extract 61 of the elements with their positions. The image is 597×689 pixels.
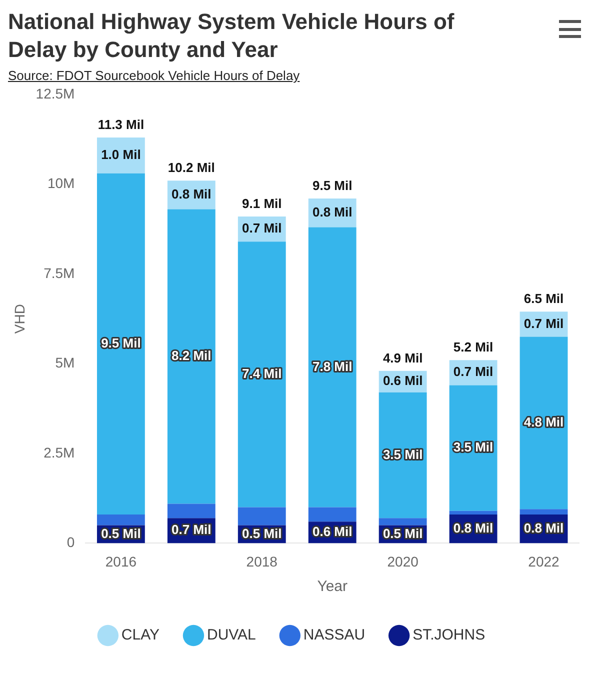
data-label: 0.6 Mil: [382, 373, 423, 388]
bar: [96, 173, 145, 514]
chart-title: National Highway System Vehicle Hours of Delay by County and Year: [8, 8, 456, 64]
bar: [308, 507, 356, 522]
total-label: 9.1 Mil: [242, 196, 282, 212]
x-tick-label: 2022: [528, 553, 560, 570]
data-label: 0.5 Mil: [242, 526, 282, 541]
data-label: 7.8 Mil: [312, 358, 352, 374]
data-label: 0.8 Mil: [312, 204, 352, 220]
data-label: 0.5 Mil: [101, 526, 141, 541]
total-label: 6.5 Mil: [524, 291, 564, 306]
data-label: 0.8 Mil: [524, 520, 564, 536]
bar: [96, 137, 145, 174]
total-label: 10.2 Mil: [168, 160, 215, 176]
bar: [96, 514, 145, 526]
total-label: 4.9 Mil: [382, 350, 423, 366]
legend-label: DUVAL: [206, 626, 256, 644]
y-tick-label: 7.5M: [44, 264, 75, 281]
total-label: 5.2 Mil: [453, 340, 494, 355]
legend-label: ST.JOHNS: [412, 626, 486, 644]
x-tick-label: 2020: [387, 553, 419, 570]
data-label: 0.7 Mil: [524, 316, 564, 331]
y-axis-title: VHD: [11, 304, 28, 334]
data-label: 3.5 Mil: [382, 446, 423, 462]
y-tick-label: 10M: [47, 175, 75, 192]
x-tick-label: 2016: [105, 553, 137, 570]
bar: [238, 242, 286, 508]
data-label: 9.5 Mil: [101, 336, 141, 351]
y-tick-label: 2.5M: [44, 444, 75, 460]
total-label: 11.3 Mil: [98, 117, 144, 132]
data-label: 0.7 Mil: [172, 522, 212, 538]
data-label: 3.5 Mil: [453, 440, 494, 455]
source-note: Source: FDOT Sourcebook Vehicle Hours of Delay: [8, 68, 301, 83]
bar: [520, 509, 568, 514]
data-label: 0.7 Mil: [242, 220, 282, 236]
y-tick-label: 12.5M: [36, 85, 75, 102]
y-tick-label: 5M: [55, 354, 75, 371]
data-label: 0.7 Mil: [453, 364, 494, 380]
bar: [520, 336, 568, 510]
y-tick-label: 0: [66, 534, 75, 550]
data-label: 7.4 Mil: [242, 366, 282, 382]
data-label: 0.8 Mil: [453, 520, 494, 536]
bar: [167, 209, 216, 504]
bar: [449, 510, 498, 514]
total-label: 9.5 Mil: [312, 178, 352, 194]
legend-label: NASSAU: [303, 626, 366, 644]
bar: [378, 518, 427, 526]
bar: [238, 507, 286, 526]
bar: [449, 385, 498, 511]
legend-label: CLAY: [121, 626, 160, 644]
data-label: 0.6 Mil: [312, 524, 352, 540]
x-axis-title: Year: [317, 578, 348, 596]
bar: [167, 504, 216, 518]
data-label: 4.8 Mil: [524, 414, 564, 430]
data-label: 8.2 Mil: [172, 348, 212, 364]
bar: [308, 227, 356, 508]
x-tick-label: 2018: [246, 553, 278, 570]
data-label: 0.5 Mil: [382, 526, 423, 541]
bar: [378, 392, 427, 518]
data-label: 0.8 Mil: [172, 186, 212, 202]
data-label: 1.0 Mil: [101, 147, 141, 162]
